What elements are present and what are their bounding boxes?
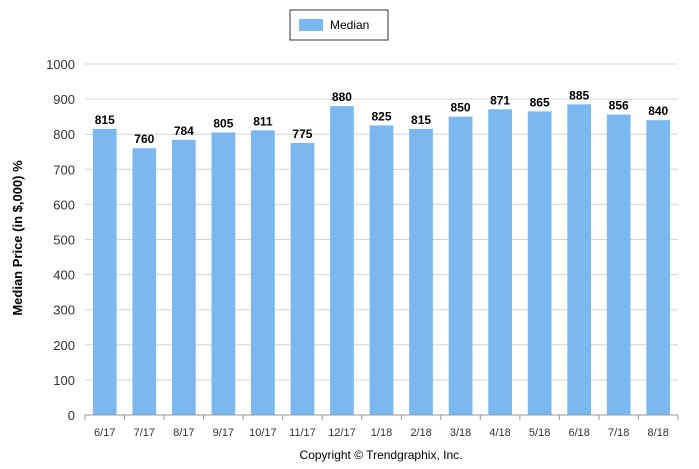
data-label: 760	[134, 132, 154, 146]
bar-7/18	[606, 114, 631, 415]
legend: Median	[289, 9, 389, 41]
y-axis-label: Median Price (in $,000) %	[10, 160, 25, 316]
x-tick-label: 6/17	[94, 427, 115, 439]
bar-4/18	[488, 109, 512, 416]
y-tick-label: 600	[53, 197, 75, 212]
data-label: 865	[530, 95, 550, 109]
y-axis-ticks: 0 100 200 300 400 500 600 700 800 900 1000	[46, 57, 75, 423]
bar-3/18	[448, 116, 473, 416]
bar-8/18	[646, 120, 671, 415]
copyright-text: Copyright © Trendgraphix, Inc.	[300, 448, 463, 462]
bar-9/17	[211, 132, 236, 415]
bar-2/18	[409, 128, 433, 415]
x-tick-label: 11/17	[289, 427, 316, 439]
y-tick-label: 0	[68, 408, 75, 423]
y-tick-label: 300	[53, 303, 75, 318]
bar-10/17	[251, 130, 275, 416]
data-label: 815	[411, 113, 431, 127]
y-tick-label: 200	[53, 338, 75, 353]
bar-6/17	[92, 128, 117, 415]
data-label: 805	[213, 116, 233, 130]
data-label: 775	[292, 127, 312, 141]
legend-swatch	[299, 19, 323, 31]
data-label: 840	[648, 104, 668, 118]
y-tick-label: 100	[53, 373, 75, 388]
y-tick-label: 500	[53, 233, 75, 248]
y-tick-label: 700	[53, 162, 75, 177]
x-tick-label: 9/17	[213, 427, 234, 439]
data-label: 825	[371, 109, 391, 123]
x-tick-label: 2/18	[410, 427, 431, 439]
x-tick-label: 8/18	[648, 427, 669, 439]
bar-8/17	[171, 139, 196, 416]
bar-5/18	[527, 111, 552, 415]
x-tick-label: 10/17	[249, 427, 277, 439]
y-tick-label: 1000	[46, 57, 75, 72]
y-tick-label: 400	[53, 268, 75, 283]
x-tick-label: 3/18	[450, 427, 471, 439]
x-tick-label: 5/18	[529, 427, 550, 439]
data-label: 871	[490, 93, 510, 107]
bar-11/17	[290, 142, 315, 415]
y-tick-label: 900	[53, 92, 75, 107]
x-tick-label: 4/18	[489, 427, 510, 439]
data-label: 885	[569, 88, 589, 102]
data-label: 850	[451, 101, 471, 115]
legend-label: Median	[330, 18, 369, 32]
y-tick-label: 800	[53, 127, 75, 142]
x-tick-label: 1/18	[371, 427, 392, 439]
x-tick-label: 7/18	[608, 427, 629, 439]
bar-12/17	[330, 106, 354, 416]
x-tick-label: 7/17	[134, 427, 155, 439]
x-tick-label: 8/17	[173, 427, 194, 439]
bar-6/18	[567, 104, 592, 416]
data-label: 811	[253, 114, 273, 128]
data-label: 856	[609, 99, 629, 113]
data-label: 815	[95, 113, 115, 127]
x-tick-label: 12/17	[328, 427, 356, 439]
data-label: 880	[332, 90, 352, 104]
data-label: 784	[174, 124, 194, 138]
x-tick-label: 6/18	[568, 427, 589, 439]
bar-7/17	[132, 148, 157, 416]
x-axis-ticks: 6/17 7/17 8/17 9/17 10/17 11/17 12/17 1/18 2/18 3…	[84, 415, 679, 439]
data-labels: 815 760 784 805 811 775 880 825 815 850 871 865 885 8…	[95, 88, 669, 146]
bars	[92, 104, 671, 416]
bar-1/18	[369, 125, 394, 416]
